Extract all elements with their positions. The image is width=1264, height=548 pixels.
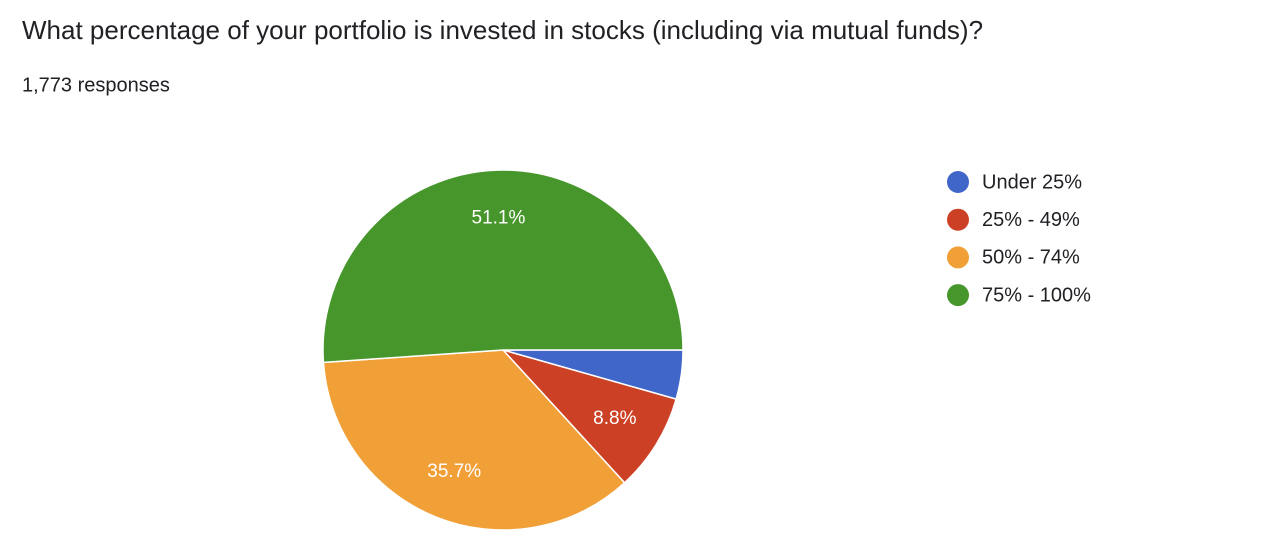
legend-label: Under 25%: [982, 171, 1082, 193]
slice-label: 8.8%: [593, 408, 636, 429]
chart-subtitle: 1,773 responses: [22, 74, 170, 96]
pie-slice: [322, 169, 684, 364]
pie-slice: [322, 349, 626, 531]
legend-label: 25% - 49%: [982, 209, 1080, 231]
legend-swatch: [947, 171, 969, 193]
legend-label: 75% - 100%: [982, 284, 1091, 306]
slice-label: 35.7%: [427, 461, 481, 482]
pie-slice: [500, 348, 678, 484]
legend-swatch: [947, 246, 969, 269]
legend-swatch: [947, 208, 969, 231]
legend-label: 50% - 74%: [982, 247, 1080, 269]
legend-swatch: [947, 284, 969, 307]
slice-label: 51.1%: [472, 208, 526, 229]
chart-title: What percentage of your portfolio is inv…: [22, 15, 983, 45]
